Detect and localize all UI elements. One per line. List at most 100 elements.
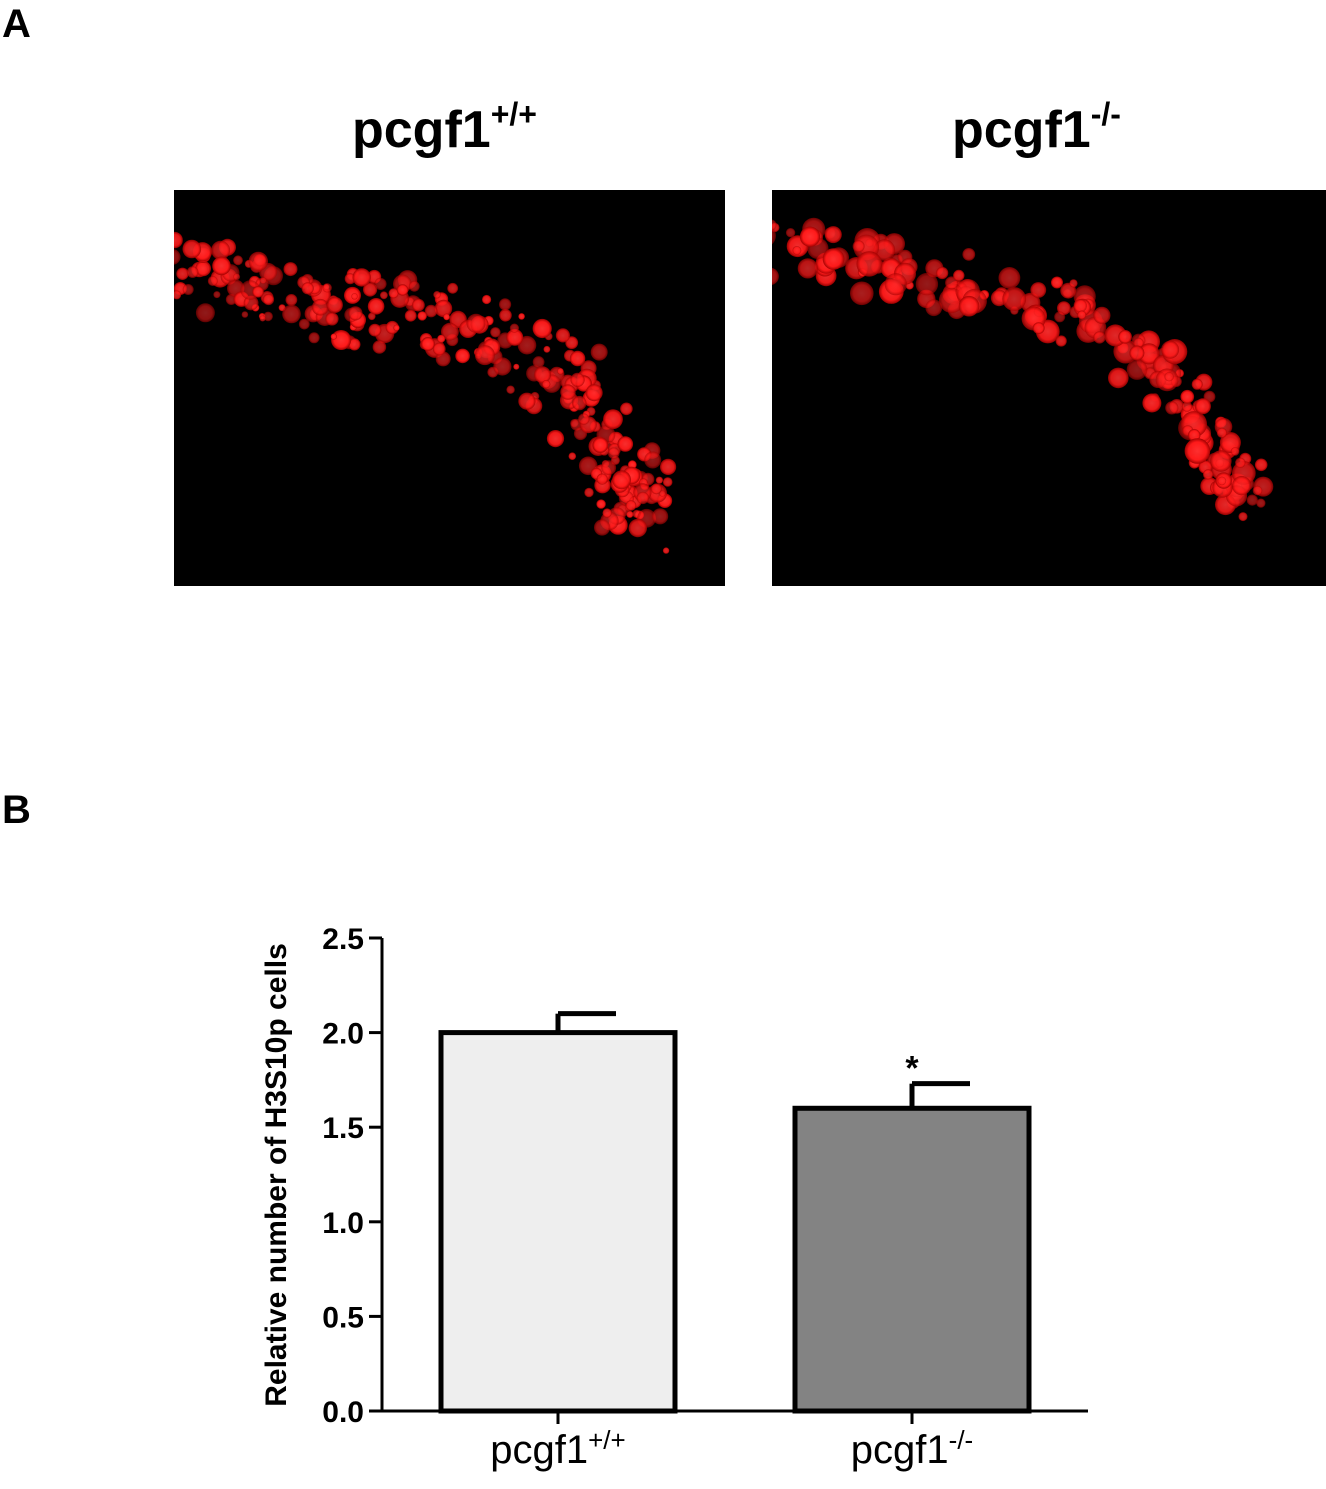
x-tick-label: pcgf1-/- <box>851 1425 973 1472</box>
stained-cell <box>182 239 202 259</box>
stained-cell <box>1129 345 1145 361</box>
stained-cell <box>1210 450 1232 472</box>
stained-cell <box>596 499 606 509</box>
stained-cell <box>655 476 663 484</box>
stained-cell <box>1055 335 1067 347</box>
stained-cell <box>283 262 298 277</box>
stained-cell <box>393 324 400 331</box>
stained-cell <box>213 291 221 299</box>
stained-cell <box>1181 401 1193 412</box>
stained-cell <box>447 282 459 294</box>
stained-cell <box>372 340 387 354</box>
stained-cell <box>850 281 874 306</box>
stained-cell <box>248 251 268 272</box>
stained-cell <box>797 258 818 279</box>
stained-cell <box>1252 485 1263 496</box>
stained-cell <box>651 483 662 495</box>
y-tick-label: 2.5 <box>322 923 364 956</box>
stained-cell <box>772 267 779 285</box>
stained-cell <box>915 272 939 296</box>
stained-cell <box>822 248 845 270</box>
stained-cell <box>262 293 275 306</box>
stained-cell <box>644 451 662 469</box>
stained-cell <box>592 437 609 453</box>
stained-cell <box>1030 282 1047 298</box>
stained-cell <box>601 460 617 476</box>
stained-cell <box>662 547 670 554</box>
stained-cell <box>433 291 441 299</box>
stained-cell <box>1161 340 1180 359</box>
stained-cell <box>499 309 512 322</box>
stained-cell <box>312 298 329 316</box>
stained-cell <box>1194 398 1211 415</box>
stained-cell <box>546 430 565 448</box>
stained-cell <box>176 267 189 280</box>
stained-cell <box>617 436 634 452</box>
stained-cell <box>367 298 385 315</box>
stained-cell <box>603 409 623 430</box>
stained-cell <box>560 384 576 400</box>
stained-cell <box>195 260 211 277</box>
stained-cell <box>404 309 417 322</box>
stained-cell <box>543 345 551 353</box>
stained-cell <box>925 299 943 317</box>
stained-cell <box>441 322 459 341</box>
stained-cell <box>368 323 382 337</box>
micrograph-title-genotype: +/+ <box>490 96 537 132</box>
stained-cell <box>282 304 301 324</box>
micrograph-title-knockout: pcgf1-/- <box>952 98 1121 156</box>
micrograph-wildtype-stain <box>174 231 677 554</box>
stained-cell <box>625 500 637 511</box>
stained-cell <box>207 276 218 286</box>
stained-cell <box>569 350 586 367</box>
stained-cell <box>455 348 470 364</box>
stained-cell <box>211 240 231 260</box>
stained-cell <box>182 284 194 295</box>
stained-cell <box>1126 359 1148 380</box>
stained-cell <box>596 473 608 485</box>
stained-cell <box>998 267 1021 289</box>
stained-cell <box>584 487 594 498</box>
stained-cell <box>437 334 446 343</box>
stained-cell <box>363 282 378 297</box>
stained-cell <box>212 256 231 276</box>
stained-cell <box>1180 389 1195 404</box>
stained-cell <box>518 392 536 410</box>
stained-cell <box>532 356 545 368</box>
stained-cell <box>824 226 842 244</box>
stained-cell <box>493 357 512 376</box>
stained-cell <box>602 508 612 518</box>
stained-cell <box>1246 494 1258 506</box>
stained-cell <box>555 328 570 343</box>
significance-marker: * <box>905 1050 919 1088</box>
stained-cell <box>434 299 453 318</box>
stained-cell <box>620 402 633 416</box>
stained-cell <box>1069 279 1078 288</box>
stained-cell <box>385 320 399 335</box>
stained-cell <box>499 298 512 311</box>
stained-cell <box>301 282 314 295</box>
stained-cell <box>263 311 273 322</box>
stained-cell <box>412 298 425 312</box>
stained-cell <box>396 284 409 296</box>
y-tick-label: 1.5 <box>322 1112 364 1145</box>
stained-cell <box>233 255 243 266</box>
stained-cell <box>659 490 666 497</box>
stained-cell <box>612 470 631 490</box>
stained-cell <box>348 306 363 321</box>
stained-cell <box>792 246 802 255</box>
stained-cell <box>1138 343 1160 365</box>
stained-cell <box>233 273 241 281</box>
stained-cell <box>772 227 776 245</box>
stained-cell <box>408 280 420 292</box>
stained-cell <box>953 269 965 282</box>
stained-cell <box>421 337 435 351</box>
stained-cell <box>374 277 387 290</box>
stained-cell <box>1203 469 1214 480</box>
stained-cell <box>534 366 551 384</box>
stained-cell <box>474 345 495 366</box>
bar <box>438 1030 678 1414</box>
stained-cell <box>252 286 264 298</box>
stained-cell <box>482 294 492 305</box>
stained-cell <box>958 295 980 317</box>
